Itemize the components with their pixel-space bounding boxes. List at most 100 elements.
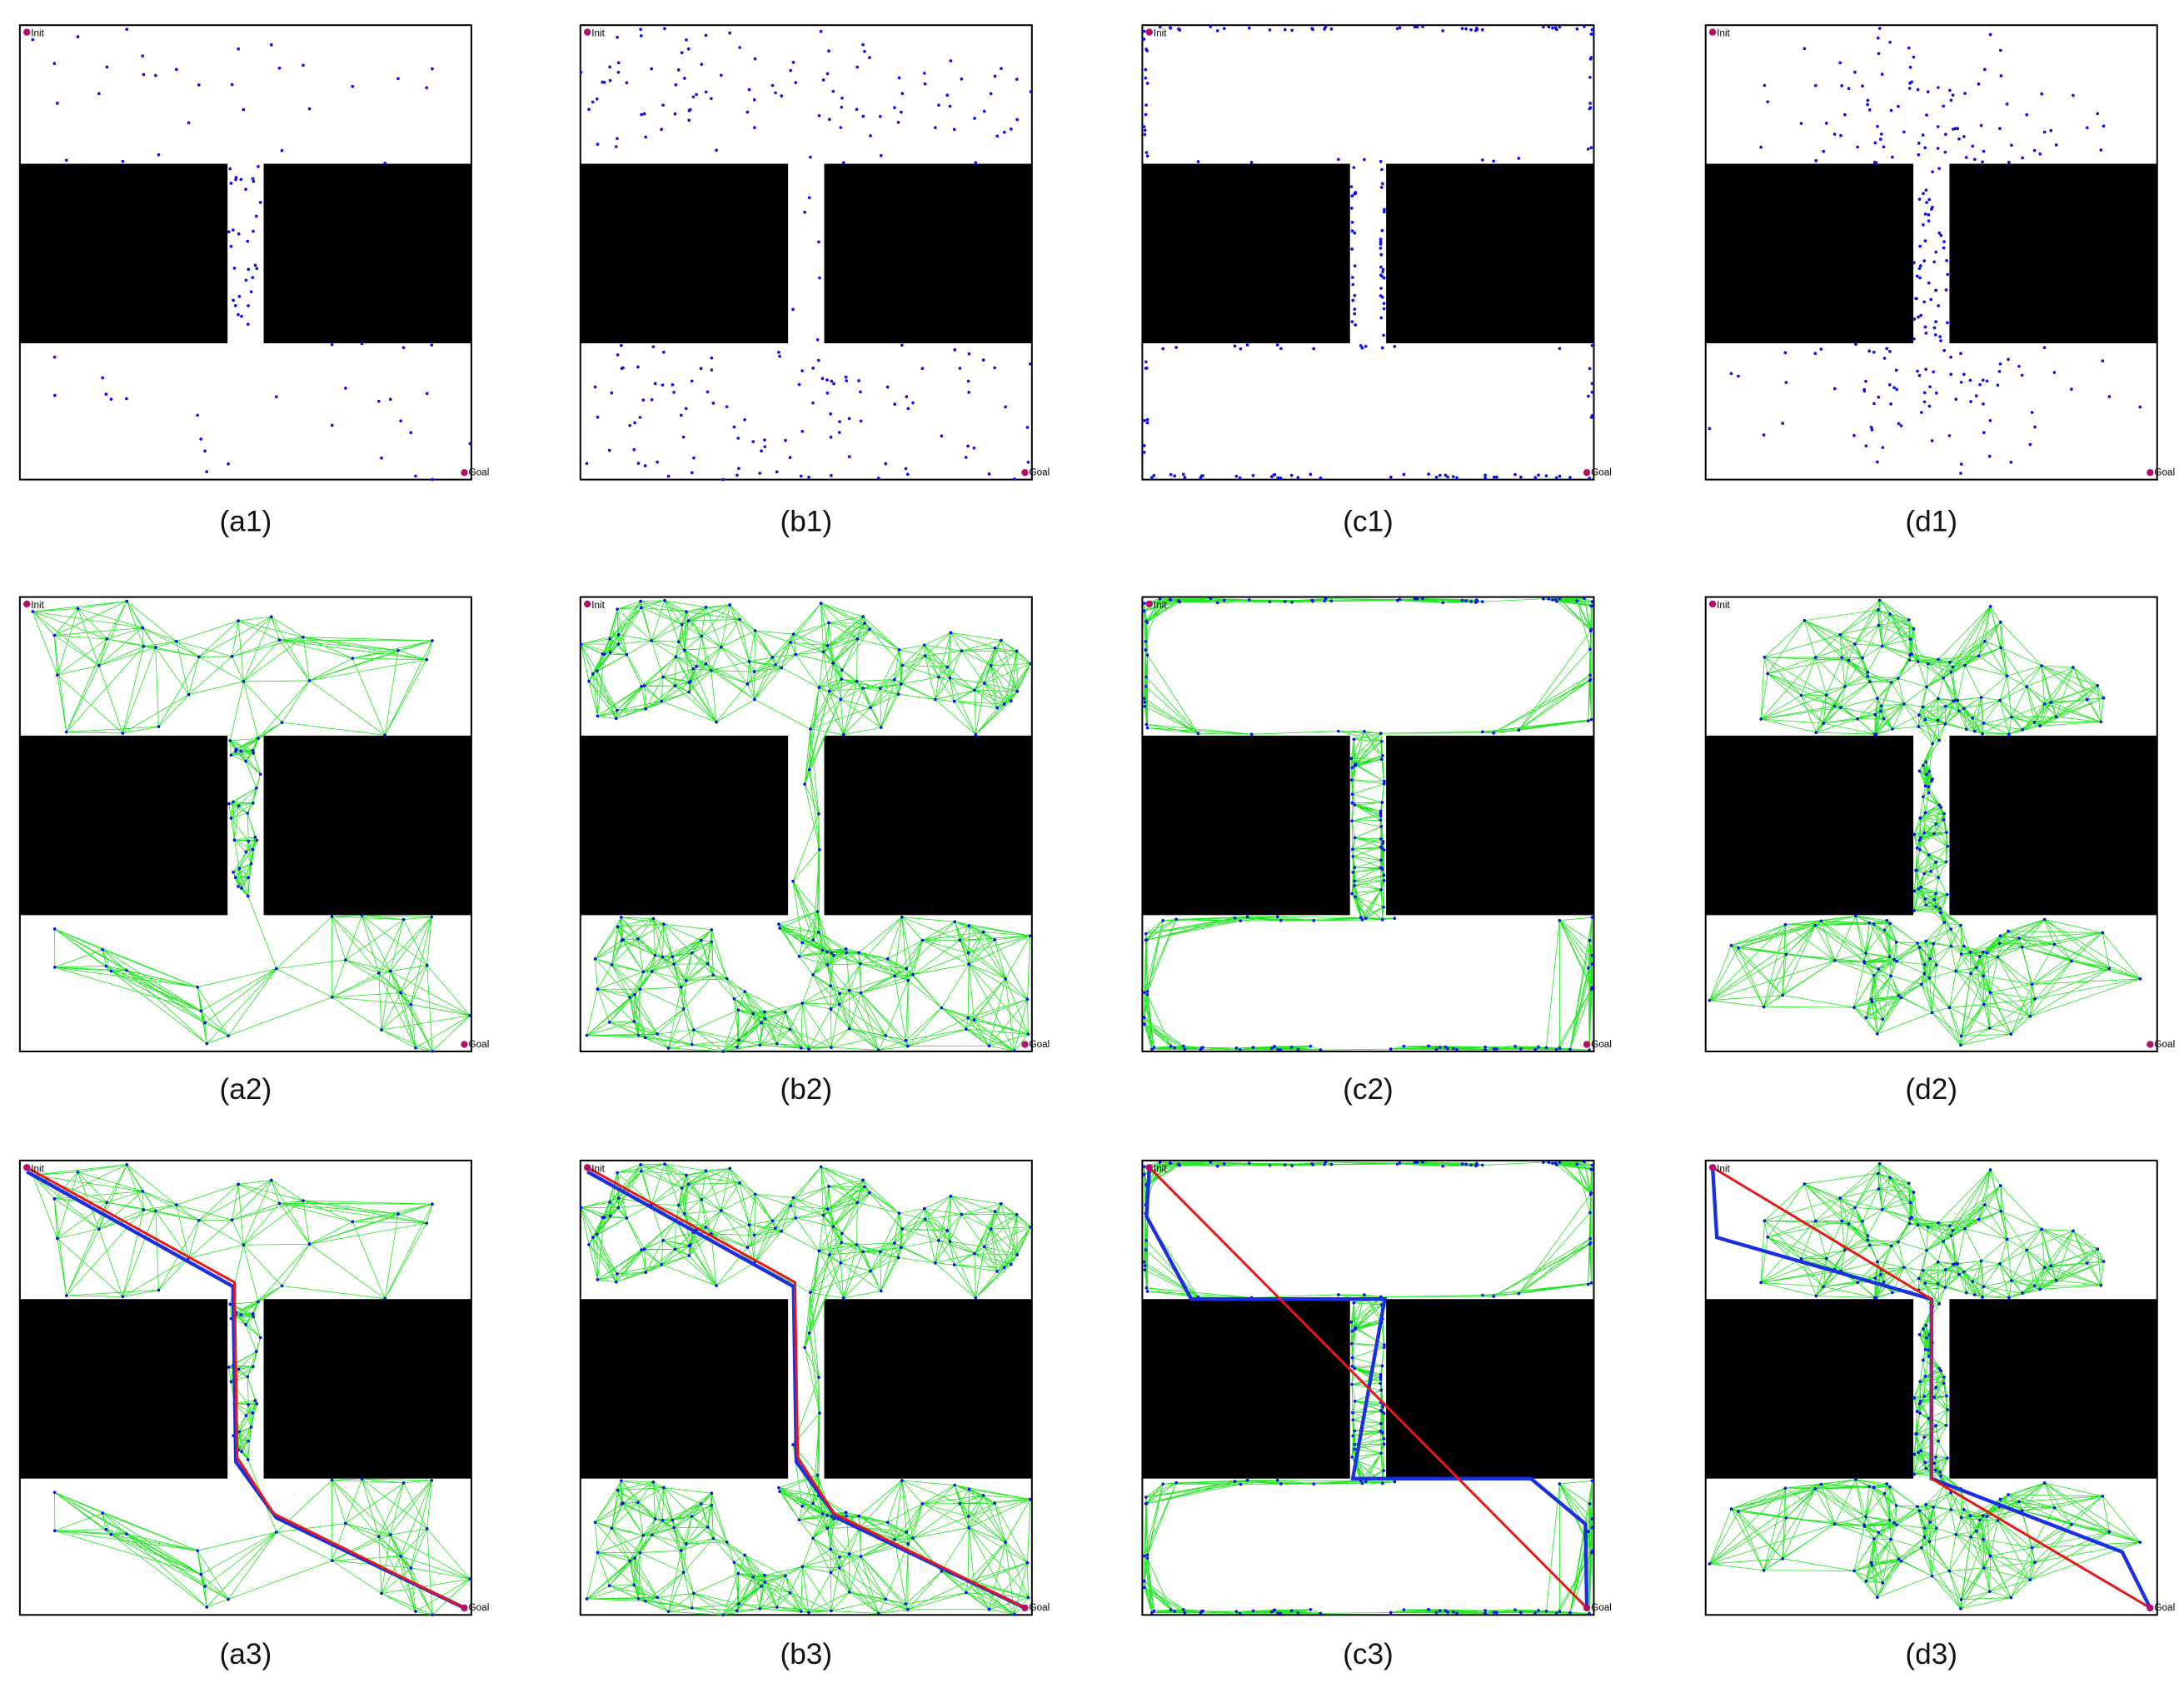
obstacle <box>1949 1299 2157 1479</box>
goal-label: Goal <box>1029 1039 1050 1050</box>
init-label: Init <box>591 28 605 39</box>
goal-marker <box>1583 469 1591 477</box>
goal-marker <box>1021 1041 1029 1048</box>
roadmap-edges <box>1709 600 2141 1046</box>
panel: Init Goal (b2) <box>579 596 1050 1106</box>
roadmap-edges <box>32 601 471 1052</box>
caption: (a3) <box>220 1638 272 1671</box>
path-blue <box>586 1170 1026 1610</box>
obstacle <box>1705 163 1914 343</box>
roadmap-edges <box>581 600 1031 1052</box>
obstacle <box>1142 163 1350 343</box>
goal-label: Goal <box>469 467 490 478</box>
samples <box>1142 597 1594 1052</box>
goal-label: Goal <box>2154 467 2175 478</box>
roadmap-edges <box>581 1163 1031 1616</box>
init-label: Init <box>591 1163 605 1174</box>
init-label: Init <box>591 600 605 611</box>
obstacle <box>1142 735 1350 916</box>
init-marker <box>1708 600 1717 608</box>
obstacle <box>1386 1299 1594 1479</box>
obstacle <box>1705 1299 1914 1479</box>
panel: Init Goal (a3) <box>18 1159 489 1671</box>
goal-label: Goal <box>1591 467 1612 478</box>
panel: Init Goal (c1) <box>1141 24 1612 538</box>
goal-marker <box>461 469 468 477</box>
samples <box>1708 27 2142 475</box>
obstacle <box>1386 735 1594 916</box>
samples <box>31 27 472 482</box>
obstacle <box>263 735 471 916</box>
caption: (a1) <box>220 506 272 538</box>
init-label: Init <box>1717 1163 1730 1174</box>
init-label: Init <box>31 600 44 611</box>
goal-marker <box>461 1041 468 1048</box>
path-red <box>1712 1166 2152 1610</box>
goal-marker <box>2147 1041 2154 1048</box>
samples <box>1142 1160 1594 1616</box>
roadmap-edges <box>1709 1163 2141 1610</box>
goal-marker <box>1583 1604 1591 1612</box>
init-label: Init <box>1154 28 1167 39</box>
init-label: Init <box>1154 1163 1167 1174</box>
obstacle <box>1386 163 1594 343</box>
goal-marker <box>1021 469 1029 477</box>
goal-marker <box>461 1604 468 1612</box>
panel: Init Goal (c3) <box>1141 1159 1612 1671</box>
panel: Init Goal (d2) <box>1704 596 2175 1106</box>
panel: Init Goal (b1) <box>579 24 1050 538</box>
init-marker <box>23 1164 31 1171</box>
init-marker <box>23 28 31 36</box>
samples <box>579 598 1033 1053</box>
obstacle <box>824 735 1032 916</box>
init-marker <box>1145 1164 1153 1171</box>
init-label: Init <box>31 1163 44 1174</box>
obstacle <box>580 163 789 343</box>
init-label: Init <box>1154 600 1167 611</box>
goal-label: Goal <box>1591 1602 1612 1613</box>
samples <box>579 27 1033 482</box>
panel: Init Goal (a1) <box>18 24 490 538</box>
goal-label: Goal <box>2154 1602 2175 1613</box>
caption: (d3) <box>1905 1638 1957 1671</box>
caption: (c1) <box>1343 506 1394 538</box>
init-label: Init <box>1717 28 1730 39</box>
panel: Init Goal (d3) <box>1704 1159 2175 1671</box>
goal-marker <box>1583 1041 1591 1048</box>
panel: Init Goal (b3) <box>579 1159 1050 1671</box>
init-marker <box>1145 28 1153 36</box>
obstacle <box>1705 735 1914 916</box>
obstacle <box>580 1299 789 1479</box>
obstacle <box>19 163 228 343</box>
obstacle <box>19 1299 228 1479</box>
panel: Init Goal (c2) <box>1141 596 1612 1106</box>
goal-label: Goal <box>1029 1602 1050 1613</box>
caption: (d1) <box>1905 506 1957 538</box>
goal-label: Goal <box>2154 1039 2175 1050</box>
obstacle <box>1949 163 2157 343</box>
goal-label: Goal <box>1591 1039 1612 1050</box>
caption: (a2) <box>220 1073 272 1106</box>
init-label: Init <box>31 28 44 39</box>
caption: (c2) <box>1343 1073 1394 1106</box>
obstacle <box>263 163 471 343</box>
caption: (b3) <box>780 1638 832 1671</box>
goal-marker <box>2147 1604 2154 1612</box>
path-red <box>1148 1166 1588 1609</box>
path-blue <box>26 1170 466 1610</box>
panel: Init Goal (d1) <box>1704 24 2175 538</box>
obstacle <box>824 163 1032 343</box>
obstacle <box>580 735 789 916</box>
goal-marker <box>1021 1604 1029 1612</box>
init-marker <box>583 28 591 36</box>
init-marker <box>1708 28 1717 36</box>
obstacle <box>824 1299 1032 1479</box>
init-marker <box>583 1164 591 1171</box>
goal-label: Goal <box>469 1039 490 1050</box>
obstacle <box>1949 735 2157 916</box>
init-marker <box>1145 600 1153 608</box>
caption: (c3) <box>1343 1638 1394 1671</box>
samples <box>1142 25 1594 480</box>
caption: (b1) <box>780 506 832 538</box>
